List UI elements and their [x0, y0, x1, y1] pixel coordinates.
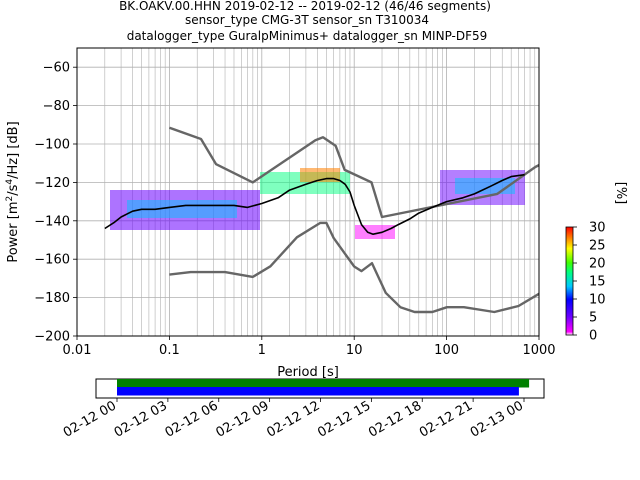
y-tick-label: −200: [34, 330, 70, 345]
timeline-bars: [117, 379, 530, 396]
timeline-tick-label: 02-13 00: [468, 398, 526, 440]
title-line-1: BK.OAKV.00.HHN 2019-02-12 -- 2019-02-12 …: [119, 0, 491, 13]
title-line-3: datalogger_type GuralpMinimus+ datalogge…: [127, 29, 488, 43]
psd-density-region: [127, 200, 237, 218]
timeline-tick-label: 02-12 21: [417, 398, 475, 440]
colorbar-tick-label: 30: [589, 221, 606, 236]
timeline-tick-label: 02-12 18: [366, 398, 424, 440]
series-lines: [104, 126, 539, 314]
timeline-tick-label: 02-12 12: [264, 398, 322, 440]
colorbar-tick-label: 20: [589, 257, 606, 272]
colorbar-tick-label: 15: [589, 275, 606, 290]
timeline-tick-label: 02-12 15: [315, 398, 373, 440]
series-line-nhnm: [168, 126, 539, 219]
y-tick-label: −160: [34, 253, 70, 268]
title-line-2: sensor_type CMG-3T sensor_sn T310034: [185, 13, 429, 27]
timeline-tick-label: 02-12 00: [61, 398, 119, 440]
colorbar-label: [%]: [613, 182, 628, 205]
x-tick-label: 1: [258, 343, 266, 358]
colorbar-gradient: [565, 226, 574, 336]
y-tick-label: −180: [34, 291, 70, 306]
y-tick-label: −60: [43, 61, 70, 76]
x-tick-label: 1000: [522, 343, 555, 358]
x-tick-label: 100: [434, 343, 459, 358]
colorbar-tick-label: 0: [589, 329, 597, 344]
colorbar: 0 5 10 15 20 25 30 [%]: [565, 182, 628, 344]
y-tick-label: −80: [43, 99, 70, 114]
timeline-tick-label: 02-12 06: [163, 398, 221, 440]
y-tick-label: −100: [34, 138, 70, 153]
psd-density-region: [455, 178, 515, 194]
y-tick-label: −140: [34, 214, 70, 229]
timeline-bar: [117, 379, 530, 388]
timeline-bar: [117, 387, 519, 396]
y-axis-label: Power [m2/s4/Hz] [dB]: [5, 121, 21, 262]
timeline-tick-label: 02-12 03: [112, 398, 170, 440]
x-axis-label: Period [s]: [277, 365, 339, 380]
x-axis: 0.01 0.1 1 10 100 1000: [63, 336, 556, 358]
colorbar-tick-label: 10: [589, 293, 606, 308]
x-tick-label: 10: [346, 343, 363, 358]
colorbar-tick-label: 5: [589, 311, 597, 326]
y-tick-label: −120: [34, 176, 70, 191]
plot-area: 0.01 0.1 1 10 100 1000 −200 −180 −160 −140 −120 −1…: [5, 47, 556, 380]
x-tick-label: 0.1: [159, 343, 180, 358]
chart-title: BK.OAKV.00.HHN 2019-02-12 -- 2019-02-12 …: [119, 0, 491, 43]
psd-density-region: [355, 225, 395, 239]
colorbar-ticks: 0 5 10 15 20 25 30: [573, 221, 606, 344]
y-axis: −200 −180 −160 −140 −120 −100 −80 −60: [34, 61, 77, 345]
series-line-mode: [104, 173, 525, 235]
x-tick-label: 0.01: [63, 343, 92, 358]
plot-frame: [76, 47, 540, 337]
series-line-nlnm: [169, 221, 539, 314]
timeline-tick-label: 02-12 09: [214, 398, 272, 440]
psd-density-cloud: [110, 168, 525, 239]
colorbar-tick-label: 25: [589, 239, 606, 254]
